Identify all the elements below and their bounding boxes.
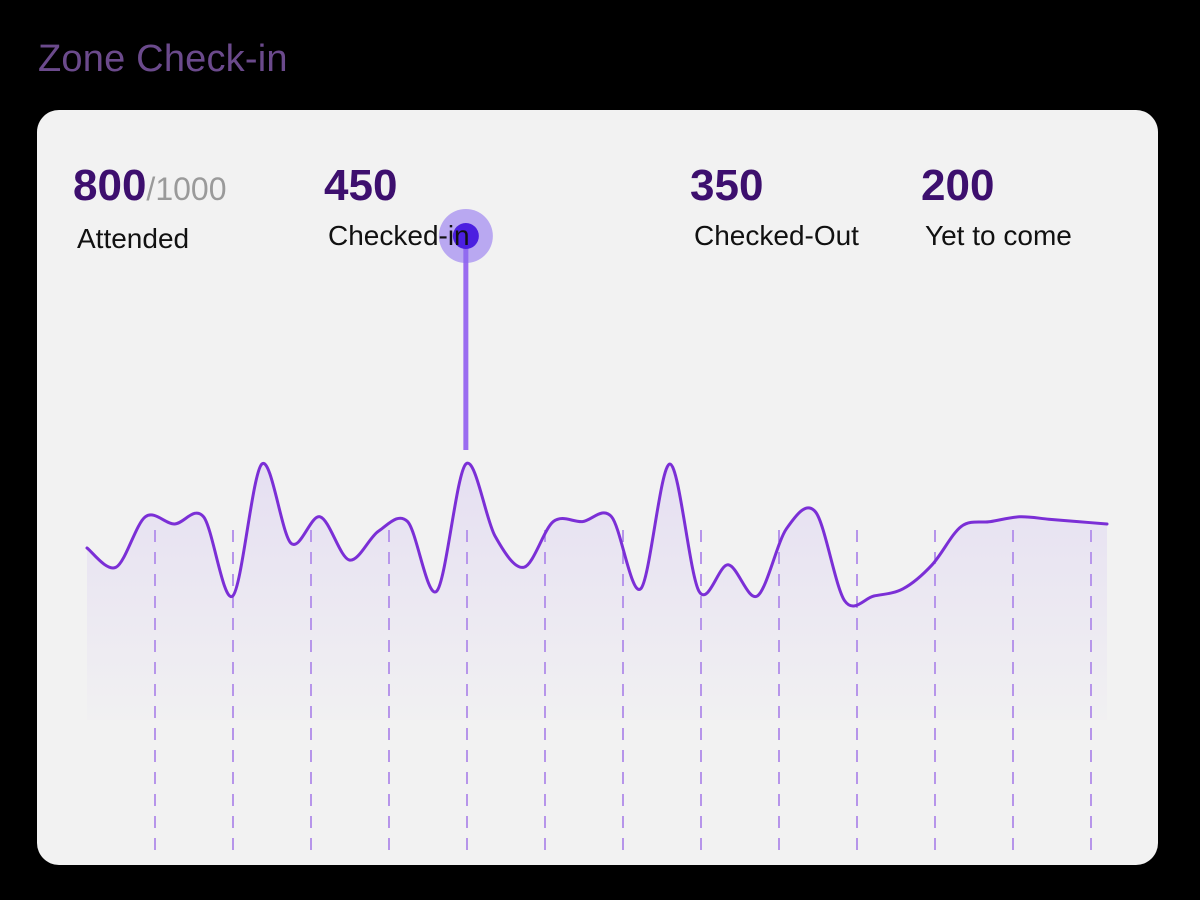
stat-checked-out-value: 350	[690, 161, 764, 210]
stat-attended-total: /1000	[146, 171, 227, 207]
stat-yet-to-come-value: 200	[921, 161, 995, 210]
checkin-chart	[85, 209, 1109, 860]
chart-area-fill	[87, 463, 1107, 720]
page-title: Zone Check-in	[38, 38, 288, 80]
stat-checked-out-label: Checked-Out	[694, 220, 859, 251]
stat-checked-in: 450 Checked-in	[324, 164, 470, 252]
series-line	[85, 461, 1109, 608]
stat-yet-to-come-label: Yet to come	[925, 220, 1072, 251]
highlight-marker[interactable]	[438, 209, 493, 450]
marker-dot[interactable]	[452, 223, 479, 249]
stat-attended-value: 800	[73, 161, 147, 210]
stat-attended-value-row: 800/1000	[73, 164, 227, 211]
stat-yet-to-come: 200 Yet to come	[921, 164, 1072, 252]
stat-checked-in-label: Checked-in	[328, 220, 470, 251]
stat-attended: 800/1000 Attended	[73, 164, 227, 255]
stat-attended-label: Attended	[77, 223, 190, 254]
stat-checked-out: 350 Checked-Out	[690, 164, 859, 252]
zone-checkin-card: 800/1000 Attended 450 Checked-in 350 Che…	[37, 110, 1158, 865]
stat-checked-in-value: 450	[324, 161, 398, 210]
